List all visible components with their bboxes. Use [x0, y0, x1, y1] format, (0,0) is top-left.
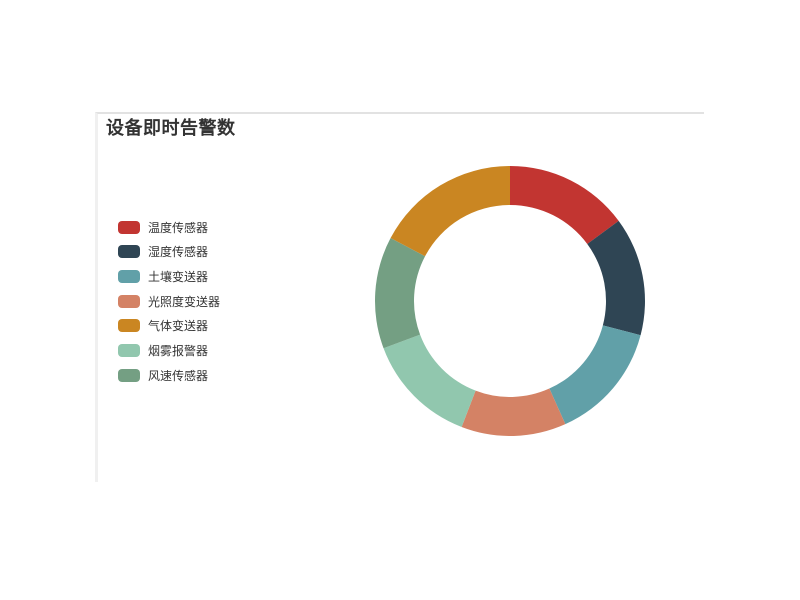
legend-label: 土壤变送器 [148, 269, 209, 284]
pie-slice-温度传感器[interactable] [510, 166, 619, 245]
legend-item-光照度变送器[interactable]: 光照度变送器 [118, 294, 221, 309]
legend-item-土壤变送器[interactable]: 土壤变送器 [118, 269, 220, 284]
legend-item-烟雾报警器[interactable]: 烟雾报警器 [118, 343, 220, 358]
donut-chart[interactable] [370, 161, 650, 441]
legend-swatch [118, 368, 140, 382]
legend-item-气体变送器[interactable]: 气体变送器 [118, 319, 220, 333]
legend-label: 湿度传感器 [148, 245, 209, 260]
legend-swatch [118, 269, 140, 283]
chart-legend: 温度传感器湿度传感器土壤变送器光照度变送器 气体变送器烟雾报警器风速传感器 [118, 220, 221, 383]
pie-slice-土壤变送器[interactable] [549, 325, 641, 425]
alarm-count-panel: 设备即时告警数 温度传感器湿度传感器土壤变送器光照度变送器 气体变送器烟雾报警器风… [95, 112, 704, 482]
legend-label: 烟雾报警器 [148, 343, 209, 358]
legend-swatch [118, 294, 140, 308]
legend-swatch [118, 220, 140, 234]
legend-swatch [118, 319, 140, 333]
legend-label: 温度传感器 [148, 220, 209, 235]
legend-item-风速传感器[interactable]: 风速传感器 [118, 368, 220, 383]
pie-slice-风速传感器[interactable] [374, 238, 426, 349]
legend-swatch [118, 245, 140, 259]
panel-title: 设备即时告警数 [106, 118, 236, 138]
pie-slice-烟雾报警器[interactable] [383, 334, 476, 428]
pie-slice-气体变送器[interactable] [390, 166, 510, 257]
legend-swatch [118, 343, 140, 357]
legend-label: 光照度变送器 [148, 294, 221, 309]
legend-label: 风速传感器 [148, 368, 209, 383]
legend-item-湿度传感器[interactable]: 湿度传感器 [118, 245, 220, 259]
legend-item-温度传感器[interactable]: 温度传感器 [118, 220, 220, 235]
pie-slice-湿度传感器[interactable] [587, 220, 645, 336]
pie-slice-光照度变送器[interactable] [461, 388, 566, 437]
legend-label: 气体变送器 [148, 319, 209, 334]
